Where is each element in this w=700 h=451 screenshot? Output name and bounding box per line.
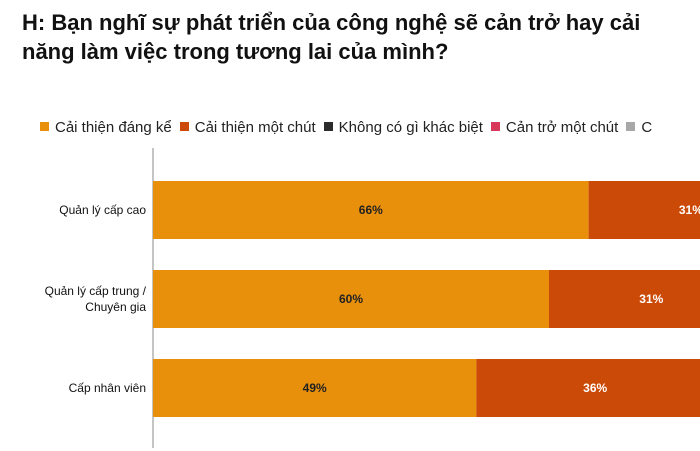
- legend-label: Cản trở một chút: [505, 119, 619, 136]
- data-label: 36%: [583, 381, 607, 395]
- legend-swatch: [323, 122, 333, 131]
- bar-segment: [153, 181, 589, 239]
- title-line-2: năng làm việc trong tương lai của mình?: [22, 39, 449, 64]
- legend-item: Không có gì khác biệt: [323, 119, 483, 136]
- data-label: 31%: [679, 203, 700, 217]
- legend-label: Cải thiện đáng kể: [55, 119, 172, 136]
- legend-swatch: [490, 122, 500, 131]
- legend-item: Cải thiện đáng kể: [40, 119, 172, 136]
- bar-segment: [476, 359, 700, 417]
- title-line-1: H: Bạn nghĩ sự phát triển của công nghệ …: [22, 10, 641, 35]
- legend-item: Cải thiện một chút: [179, 119, 316, 136]
- category-label: Cấp nhân viên: [69, 381, 146, 395]
- legend-label: Không có gì khác biệt: [338, 119, 483, 136]
- category-label: Quản lý cấp cao: [59, 203, 146, 217]
- data-label: 31%: [639, 292, 663, 306]
- legend-swatch: [179, 122, 189, 131]
- legend-item: C: [626, 119, 652, 136]
- legend-swatch: [40, 122, 49, 131]
- legend: Cải thiện đáng kể Cải thiện một chút Không…: [40, 119, 660, 136]
- data-label: 66%: [359, 203, 383, 217]
- legend-label: Cải thiện một chút: [194, 119, 316, 136]
- data-label: 49%: [303, 381, 327, 395]
- bar-segment: [153, 359, 477, 417]
- legend-item: Cản trở một chút: [490, 119, 619, 136]
- chart-title: H: Bạn nghĩ sự phát triển của công nghệ …: [22, 8, 700, 66]
- category-label: Quản lý cấp trung / Chuyên gia: [45, 284, 147, 314]
- bar-segment: [153, 270, 549, 328]
- bar-segment: [588, 181, 700, 239]
- data-label: 60%: [339, 292, 363, 306]
- bar-segment: [549, 270, 700, 328]
- legend-swatch: [626, 122, 636, 131]
- legend-label: C: [641, 119, 653, 136]
